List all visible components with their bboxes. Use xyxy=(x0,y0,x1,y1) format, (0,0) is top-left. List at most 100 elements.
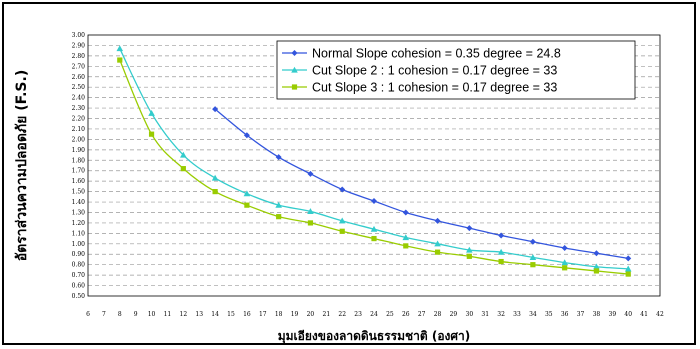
legend-label-3: Cut Slope 3 : 1 cohesion = 0.17 degree =… xyxy=(312,81,557,95)
x-tick-label-14: 20 xyxy=(307,311,315,318)
y-tick-label-16: 2.10 xyxy=(72,126,86,133)
series-3-point-9 xyxy=(403,243,409,249)
series-2-point-10 xyxy=(434,240,441,247)
x-tick-label-36: 42 xyxy=(656,311,664,318)
series-2-point-14 xyxy=(561,259,568,266)
y-tick-label-6: 1.10 xyxy=(72,230,86,237)
x-tick-label-31: 37 xyxy=(577,311,585,318)
legend-label-2: Cut Slope 2 : 1 cohesion = 0.17 degree =… xyxy=(312,64,557,78)
x-tick-label-30: 36 xyxy=(561,311,569,318)
series-2-point-15 xyxy=(593,263,600,270)
series-3-point-1 xyxy=(148,131,155,137)
series-2-point-8 xyxy=(370,225,378,232)
series-2 xyxy=(116,45,632,272)
series-1-point-13 xyxy=(625,255,632,262)
x-tick-label-33: 39 xyxy=(609,311,617,318)
series-2-point-5 xyxy=(275,201,282,208)
y-tick-label-18: 2.30 xyxy=(72,105,86,112)
series-1-point-4 xyxy=(339,186,346,193)
x-tick-label-15: 21 xyxy=(323,311,331,318)
series-1-point-6 xyxy=(402,209,409,216)
y-tick-label-25: 3.00 xyxy=(72,32,86,39)
x-tick-label-21: 27 xyxy=(418,311,426,318)
legend-swatch-marker-1 xyxy=(291,50,298,56)
x-tick-label-22: 28 xyxy=(434,311,442,318)
series-3-point-4 xyxy=(244,202,250,208)
x-tick-label-28: 34 xyxy=(529,311,537,318)
x-tick-label-5: 11 xyxy=(164,311,172,318)
x-tick-label-2: 8 xyxy=(118,311,122,318)
y-tick-label-10: 1.50 xyxy=(72,189,86,196)
y-tick-label-23: 2.80 xyxy=(72,53,86,60)
x-tick-label-20: 26 xyxy=(402,311,410,318)
y-tick-label-15: 2.00 xyxy=(72,136,86,143)
series-3-point-12 xyxy=(498,258,504,265)
series-2-point-4 xyxy=(243,190,251,197)
y-tick-label-8: 1.30 xyxy=(72,209,86,216)
series-3-point-14 xyxy=(562,265,568,271)
y-tick-label-11: 1.60 xyxy=(72,178,86,185)
series-3 xyxy=(117,57,631,277)
y-tick-label-20: 2.50 xyxy=(72,84,86,91)
series-2-point-13 xyxy=(529,254,537,260)
x-tick-label-24: 30 xyxy=(466,311,474,318)
x-axis-title: มุมเอียงของลาดดินธรรมชาติ (องศา) xyxy=(278,329,471,344)
x-tick-label-34: 40 xyxy=(624,311,632,318)
series-3-point-11 xyxy=(466,253,472,259)
x-tick-label-23: 29 xyxy=(450,311,458,318)
x-tick-label-25: 31 xyxy=(481,311,489,318)
y-tick-label-24: 2.90 xyxy=(72,42,86,49)
series-2-point-3 xyxy=(211,174,219,181)
x-tick-label-7: 13 xyxy=(195,311,203,318)
series-3-point-7 xyxy=(339,228,345,234)
series-3-point-8 xyxy=(371,235,377,242)
y-tick-label-17: 2.20 xyxy=(72,116,86,123)
series-2-point-1 xyxy=(148,110,155,116)
y-tick-label-21: 2.60 xyxy=(72,74,86,81)
y-tick-label-0: 0.50 xyxy=(72,293,86,300)
x-tick-label-35: 41 xyxy=(640,311,648,318)
x-tick-label-10: 16 xyxy=(243,311,251,318)
legend: Normal Slope cohesion = 0.35 degree = 24… xyxy=(276,40,636,100)
series-3-point-6 xyxy=(307,220,314,226)
legend-swatch-marker-3 xyxy=(291,84,298,90)
series-3-point-16 xyxy=(625,271,631,277)
x-tick-label-19: 25 xyxy=(386,311,394,318)
series-1-line xyxy=(214,108,629,260)
series-1-point-3 xyxy=(307,170,314,177)
series-1-point-7 xyxy=(434,217,441,224)
x-tick-label-18: 24 xyxy=(370,311,378,318)
series-1-point-9 xyxy=(498,232,505,239)
series-2-point-6 xyxy=(307,208,314,215)
x-tick-label-26: 32 xyxy=(497,311,505,318)
legend-swatch-marker-2 xyxy=(291,66,298,73)
legend-label-1: Normal Slope cohesion = 0.35 degree = 24… xyxy=(312,47,561,61)
series-2-point-12 xyxy=(497,248,505,255)
x-tick-label-32: 38 xyxy=(593,311,601,318)
series-1-point-11 xyxy=(561,244,568,251)
plot-border-rect xyxy=(87,34,661,297)
x-tick-label-1: 7 xyxy=(102,311,106,318)
series-1-point-1 xyxy=(243,132,250,139)
x-tick-label-29: 35 xyxy=(545,311,553,318)
series-1-point-0 xyxy=(212,106,219,113)
series-2-point-0 xyxy=(116,45,124,52)
x-tick-label-11: 17 xyxy=(259,311,267,318)
x-tick-label-0: 6 xyxy=(86,311,90,318)
y-tick-label-13: 1.80 xyxy=(72,157,86,164)
series-2-point-16 xyxy=(624,265,632,272)
x-tick-label-16: 22 xyxy=(338,311,346,318)
series-3-point-0 xyxy=(117,57,123,63)
series-1-point-5 xyxy=(371,197,377,204)
series-layer xyxy=(116,45,632,277)
x-tick-label-12: 18 xyxy=(275,311,283,318)
series-3-point-13 xyxy=(530,262,536,268)
y-tick-label-19: 2.40 xyxy=(72,95,86,102)
series-1 xyxy=(212,106,632,262)
x-tick-label-8: 14 xyxy=(211,311,219,318)
y-tick-label-22: 2.70 xyxy=(72,63,86,70)
x-tick-label-9: 15 xyxy=(227,311,235,318)
y-axis-tick-labels: 0.50 0.60 0.70 0.80 0.90 1.00 1.10 1.20 1.30 1.40… xyxy=(72,32,86,300)
y-tick-label-12: 1.70 xyxy=(72,168,86,175)
series-3-point-5 xyxy=(276,214,282,220)
